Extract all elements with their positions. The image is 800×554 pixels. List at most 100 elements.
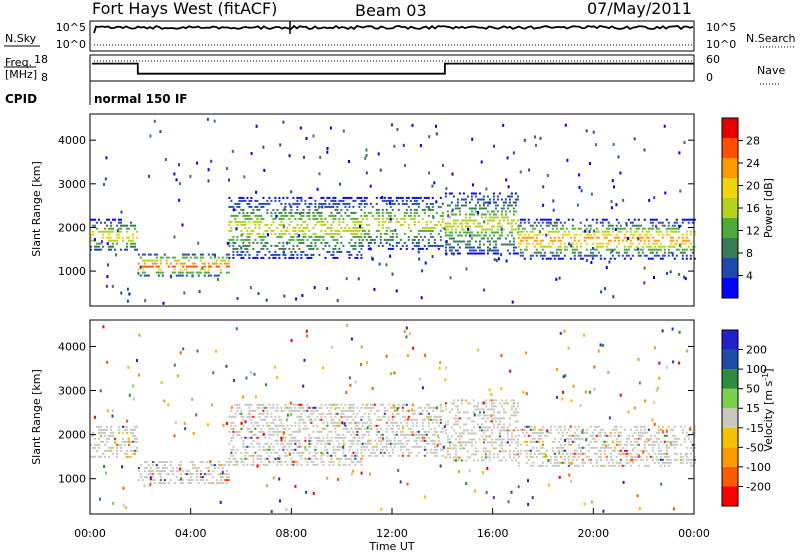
velocity-cell [280,442,283,445]
power-cell [492,213,495,216]
power-cell [395,220,398,223]
velocity-cell [625,458,628,461]
velocity-cell [314,448,317,451]
velocity-cell [114,440,117,444]
power-cell [691,251,694,254]
power-cell [173,235,176,239]
power-cell [523,218,526,221]
power-cell [673,224,676,227]
velocity-cell [389,442,392,445]
velocity-cell [244,451,247,454]
power-cell [290,235,293,238]
power-cell [468,240,471,243]
velocity-cell [223,473,226,476]
power-cell [203,265,206,268]
velocity-cell [330,406,333,409]
power-cell [242,211,245,214]
power-cell [531,230,534,233]
power-cell [206,117,209,121]
power-cell [541,245,544,248]
power-cell [617,230,620,233]
power-cell [316,208,319,211]
power-cell [257,292,260,296]
velocity-cell [693,461,696,464]
velocity-cell [143,470,146,473]
power-cell [607,227,610,230]
power-cell [278,241,281,244]
power-cell [488,240,491,243]
power-cell [284,229,287,232]
noise-panel-frame [89,20,695,52]
power-cell [498,222,501,225]
velocity-cell [411,424,414,427]
power-cell [149,265,152,268]
power-cell [468,252,471,255]
power-cell [429,208,432,211]
power-cell [565,233,568,236]
power-cell [112,242,114,245]
power-cell [302,238,305,241]
power-cell [342,220,345,223]
power-cell [246,232,249,235]
velocity-cell [661,329,664,333]
velocity-cell [603,434,606,437]
power-cell [653,242,656,245]
velocity-cell [403,445,406,448]
power-cell [395,199,398,202]
power-cell [521,239,524,242]
velocity-cell [435,406,438,410]
power-cell [316,247,319,250]
velocity-cell [525,440,528,443]
velocity-cell [573,449,576,452]
velocity-cell [290,413,292,417]
power-cell [476,225,479,228]
velocity-cell [258,463,261,466]
velocity-cell [228,442,231,445]
velocity-cell [322,421,325,424]
velocity-cell [124,443,126,446]
velocity-cell [691,446,694,449]
power-cell [615,203,618,207]
power-cell [539,245,542,248]
power-cell [365,232,368,235]
velocity-cell [232,421,235,424]
velocity-cell [691,449,694,452]
power-cell [236,253,239,256]
power-cell [377,217,380,220]
velocity-cell [583,502,586,506]
power-cell [199,253,202,256]
power-cell [173,265,176,268]
power-cell [605,218,608,221]
velocity-cell [446,420,449,423]
power-cell [262,244,265,247]
velocity-cell [516,441,519,444]
velocity-cell [240,451,243,454]
velocity-cell [423,445,426,448]
velocity-cell [367,412,370,415]
power-cell [306,256,309,259]
power-cell [318,220,321,223]
power-cell [389,217,392,221]
power-cell [236,205,239,208]
velocity-cell [369,454,372,457]
power-cell [90,248,92,251]
power-cell [429,244,432,247]
power-cell [120,224,122,227]
power-cell [322,202,325,205]
velocity-cell [406,354,409,358]
power-cell [358,202,361,205]
power-cell [681,248,684,251]
velocity-cell [104,449,106,452]
power-cell [635,236,638,239]
velocity-colorbar-tick-label: -200 [746,480,771,493]
nsearch-label: N.Search [746,32,796,45]
power-cell [90,218,92,221]
velocity-cell [549,431,552,434]
power-cell [573,227,576,230]
power-cell [480,198,483,201]
power-cell [280,247,283,250]
power-cell [541,233,544,236]
power-cell [502,204,505,207]
velocity-cell [541,428,544,431]
velocity-cell [415,433,418,436]
